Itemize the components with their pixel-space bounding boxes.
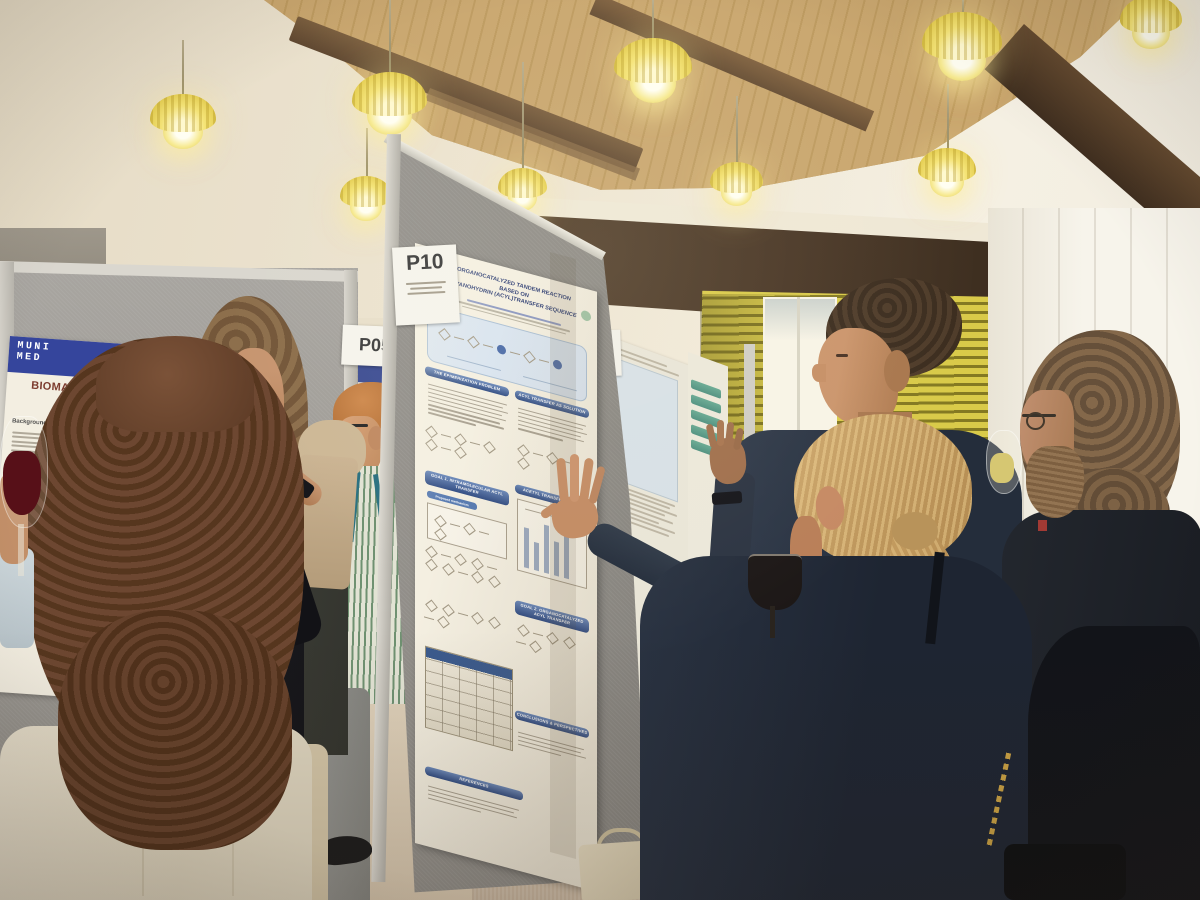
lamp-shade [340,176,392,208]
lamp-cord [366,128,368,178]
finger [570,454,579,502]
glasses-lens [1026,412,1045,430]
lamp-cord [947,84,949,150]
lamp-shade [918,148,976,182]
auburn-woman-head-top [96,336,254,432]
pendant-lamp [614,38,692,104]
pendant-lamp [918,148,976,198]
hair-tie [892,512,938,550]
green-round-logo [581,309,591,323]
pendant-lamp [340,176,392,222]
lamp-shade [498,168,547,198]
lamp-shade [922,12,1002,60]
finger [717,420,724,446]
lamp-cord [522,62,524,170]
pendant-lamp [710,162,763,207]
pendant-lamp [922,12,1002,82]
tshirt-print [1038,520,1047,531]
auburn-woman-hair-lower [58,610,292,850]
pendant-lamp [352,72,427,136]
white-wine-glass [986,430,1022,494]
white-wine [990,453,1014,483]
wine-glass-stem [770,606,775,638]
left-person-sleeve [0,548,34,648]
lamp-shade [710,162,763,193]
black-handbag [1004,844,1126,900]
lamp-cord [182,40,184,98]
lamp-shade [150,94,216,133]
lamp-shade [352,72,427,116]
presenter-ear [884,350,910,392]
pendant-lamp [498,168,547,212]
window-frame-bar [797,297,800,505]
lamp-cord [962,0,964,14]
lamp-cord [652,0,654,40]
p10-tag-label: P10 [405,250,445,275]
black-wristband [711,490,743,506]
lamp-shade [1120,0,1182,33]
red-wine-glass-stem [18,524,24,576]
lamp-shade [614,38,692,83]
muni-med-logo: MUNI MED [16,341,51,365]
curly-man-beard [1026,446,1084,518]
pendant-lamp [1120,0,1182,50]
red-wine-glass [0,416,48,528]
lamp-cord [389,0,391,74]
window-view [765,299,835,341]
board-seam-shadow [550,252,576,859]
chem-structures [423,597,509,646]
pendant-lamp [150,94,216,150]
presenter-eye [836,354,848,357]
red-wine [3,451,41,515]
wine-glass-silhouette [748,554,802,610]
abstract-scheme [436,326,565,374]
blonde-woman-torso [640,556,1032,900]
lamp-cord [736,96,738,164]
p10-number-tag: P10 [392,244,460,326]
presenter-nose [812,364,826,382]
results-table [425,645,513,752]
